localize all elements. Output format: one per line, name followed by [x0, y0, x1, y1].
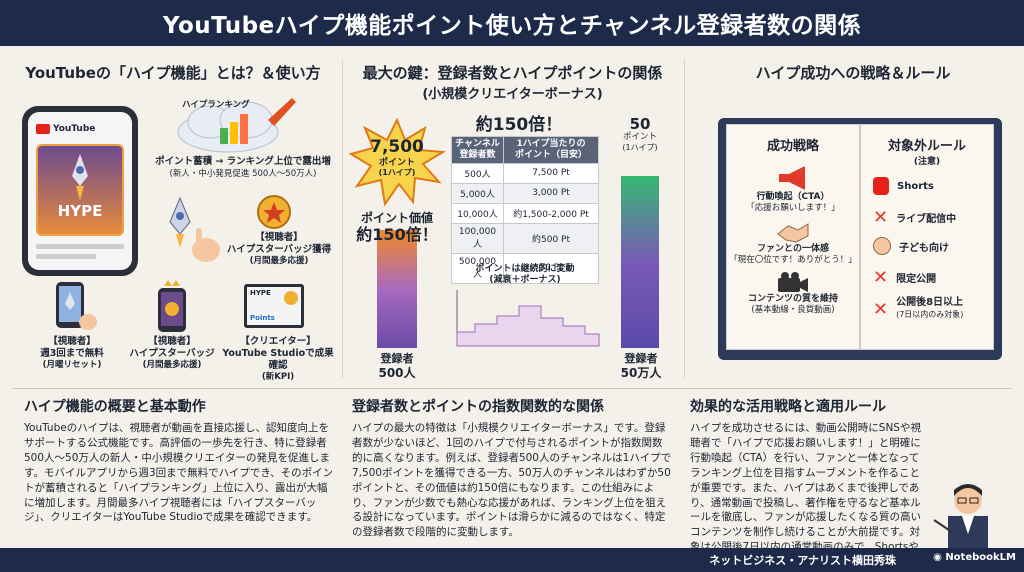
notebooklm-icon: ◉ — [933, 552, 946, 563]
value-ratio-label: ポイント価値 約150倍！ — [356, 211, 438, 244]
ranking-caption-sub: (新人・中小発見促進 500人～50万人) — [169, 169, 317, 179]
phone-mockup: YouTube HYPE — [22, 106, 138, 276]
strategy-heading: 成功戦略 — [766, 139, 819, 154]
fluctuation-caption: ポイントは継続的に変動 (減衰＋ボーナス) — [475, 264, 575, 286]
section-title: ハイプ機能の概要と基本動作 — [24, 399, 206, 415]
rocket-icon — [72, 154, 88, 200]
bar-500k-label: 登録者 50万人 — [620, 352, 662, 380]
rule-item: ✕ 限定公開 — [873, 267, 937, 288]
bar-500k — [621, 176, 659, 348]
divider — [684, 60, 685, 378]
handshake-icon — [777, 222, 809, 243]
bar-500 — [377, 230, 417, 348]
item2-caption: 【視聴者】 ハイプスターバッジ (月間最多応援) — [129, 336, 215, 370]
rule-item: Shorts — [873, 177, 934, 195]
table-row: 500,000人 50 Pt — [451, 252, 599, 284]
rule-item: ✕ 公開後8日以上 (7日以内のみ対象) — [873, 297, 964, 320]
step-chart — [456, 290, 600, 347]
badge-icon — [257, 195, 291, 229]
megaphone-icon — [779, 166, 805, 190]
cross-icon: ✕ — [873, 207, 889, 228]
summary-overview: ハイプ機能の概要と基本動作 YouTubeのハイプは、視聴者が動画を直接応援し、… — [24, 396, 336, 546]
summary-relation: 登録者数とポイントの指数関数的な関係 ハイプの最大の特徴は「小規模クリエイターボ… — [352, 396, 672, 546]
free-hype-icon — [56, 282, 97, 330]
item3-caption: 【クリエイター】 YouTube Studioで成果確認 (新KPI) — [222, 336, 334, 382]
hype-label: HYPE — [57, 202, 103, 220]
rules-heading: 対象外ルール — [887, 139, 966, 154]
bar-500-label: 登録者 500人 — [378, 352, 416, 380]
studio-monitor-icon: HYPE Points — [244, 284, 304, 328]
divider — [12, 388, 1012, 389]
hype-star-badge-icon — [158, 280, 186, 332]
badge-caption: 【視聴者】 ハイプスターバッジ獲得 (月間最多応援) — [226, 232, 332, 266]
youtube-logo: YouTube — [36, 124, 95, 134]
panel-title: YouTubeの「ハイプ機能」とは？＆使い方 — [25, 64, 321, 82]
section-title: 効果的な活用戦略と適用ルール — [690, 399, 886, 415]
right-value: 50 ポイント (1ハイプ) — [622, 115, 658, 153]
cross-icon: ✕ — [873, 267, 889, 288]
table-row: 500人 7,500 Pt — [451, 162, 599, 184]
table-row: 5,000人 3,000 Pt — [451, 182, 599, 204]
item1-caption: 【視聴者】 週3回まで無料 (月曜リセット) — [40, 336, 104, 370]
table-header: チャンネル 登録者数 — [451, 136, 504, 164]
presenter-avatar — [933, 484, 988, 548]
ranking-caption: ポイント蓄積 → ランキング上位で露出増 — [155, 156, 331, 167]
book-left-page: 成功戦略 行動喚起（CTA） 「応援お願いします！」 ファンとの一体感 「現在〇… — [726, 124, 860, 350]
page-title: YouTubeハイプ機能ポイント使い方とチャンネル登録者数の関係 — [0, 0, 1024, 46]
burst-icon — [349, 118, 445, 206]
panel-title: ハイプ成功への戦略＆ルール — [755, 64, 951, 82]
child-icon — [873, 237, 891, 255]
points-table: チャンネル 登録者数 1ハイプ当たりの ポイント（目安） 500人 7,500 P… — [451, 136, 599, 284]
hype-overview-panel: YouTubeの「ハイプ機能」とは？＆使い方 YouTube HYPE — [8, 52, 338, 384]
rocket-tap-icon — [169, 196, 220, 262]
rule-item: 子ども向け — [873, 237, 949, 255]
strategy-rules-panel: ハイプ成功への戦略＆ルール 成功戦略 行動喚起（CTA） 「応援お願いします！」… — [688, 52, 1018, 384]
panel-title: 最大の鍵：登録者数とハイプポイントの関係 — [362, 64, 663, 82]
points-relation-panel: 最大の鍵：登録者数とハイプポイントの関係 (小規模クリエイターボーナス) 登録者… — [345, 52, 680, 384]
ranking-cloud: ハイプランキング — [168, 92, 308, 156]
table-header: 1ハイプ当たりの ポイント（目安） — [503, 136, 599, 164]
rule-item: ✕ ライブ配信中 — [873, 207, 957, 228]
ratio-label: 約150倍！ — [475, 115, 563, 135]
table-row: 10,000人 約1,500-2,000 Pt — [451, 202, 599, 224]
burst-value: 7,500 ポイント (1ハイプ) — [370, 137, 424, 177]
shorts-icon — [873, 177, 889, 195]
table-row: 100,000人 約500 Pt — [451, 222, 599, 254]
notebooklm-brand: ◉ NotebookLM — [933, 552, 1016, 563]
cross-icon: ✕ — [873, 298, 889, 320]
section-body: YouTubeのハイプは、視聴者が動画を直接応援し、認知度向上をサポートする公式… — [24, 422, 334, 524]
hype-thumbnail: HYPE — [36, 144, 124, 236]
footer: ネットビジネス・アナリスト横田秀珠 ◉ NotebookLM — [0, 548, 1024, 572]
section-title: 登録者数とポイントの指数関数的な関係 — [352, 399, 604, 415]
camera-icon — [778, 271, 808, 292]
divider — [342, 60, 343, 378]
rules-note: (注意) — [913, 157, 941, 167]
author-name: ネットビジネス・アナリスト横田秀珠 — [709, 554, 896, 567]
cloud-label: ハイプランキング — [182, 100, 250, 110]
section-body: ハイプの最大の特徴は「小規模クリエイターボーナス」です。登録者数が少ないほど、1… — [352, 422, 672, 539]
panel-subtitle: (小規模クリエイターボーナス) — [422, 87, 603, 102]
book-right-page: 対象外ルール (注意) Shorts ✕ ライブ配信中 子ども向け ✕ 限定公開… — [860, 124, 994, 350]
